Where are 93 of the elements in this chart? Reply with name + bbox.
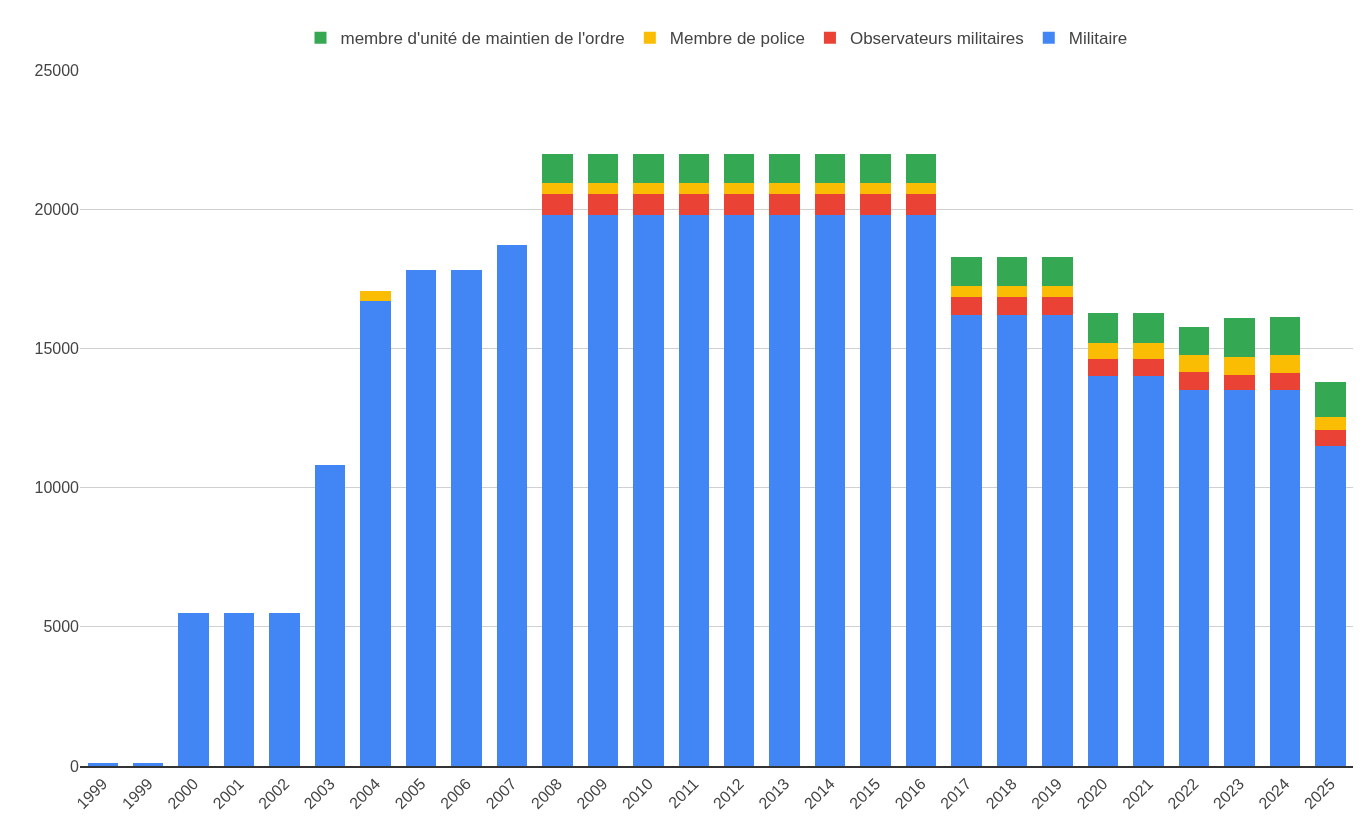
bar: [860, 182, 891, 194]
bar: [769, 193, 800, 215]
bar: [223, 612, 255, 766]
bar: [132, 763, 164, 766]
bar: [678, 193, 709, 215]
bar: [587, 193, 619, 215]
bar: [1315, 429, 1346, 446]
bar: [1042, 314, 1073, 766]
bar: [1178, 326, 1210, 355]
bar: [314, 465, 346, 766]
bar: [814, 214, 846, 766]
bar: [860, 214, 891, 766]
y-tick-label: 0: [70, 757, 80, 775]
bar: [769, 182, 800, 194]
bar: [1133, 312, 1164, 343]
bar: [996, 296, 1028, 315]
legend-label: Membre de police: [669, 29, 805, 49]
bar: [360, 291, 391, 302]
bar: [633, 182, 664, 194]
bar: [769, 153, 800, 183]
bar: [1087, 376, 1119, 766]
bar: [905, 214, 937, 766]
bar: [1315, 417, 1346, 430]
bar: [1133, 342, 1164, 359]
bar: [542, 193, 573, 215]
bar: [814, 153, 846, 183]
bar: [1042, 296, 1073, 315]
bar: [269, 612, 300, 766]
bar: [542, 153, 573, 183]
legend-label: membre d'unité de maintien de l'ordre: [340, 29, 625, 49]
bar: [1133, 358, 1164, 377]
bar: [1042, 285, 1073, 297]
bar: [1224, 390, 1255, 766]
y-tick-label: 10000: [34, 479, 80, 497]
bar: [724, 214, 755, 766]
y-tick-label: 20000: [34, 200, 80, 218]
y-tick-label: 5000: [43, 618, 80, 636]
y-tick-label: 25000: [34, 61, 80, 79]
bar: [587, 153, 619, 183]
bar: [996, 256, 1028, 286]
bar: [860, 153, 891, 183]
bar: [360, 301, 391, 766]
bar: [1315, 382, 1346, 418]
bar: [1042, 256, 1073, 286]
y-tick-label: 15000: [34, 340, 80, 357]
bar: [451, 270, 482, 766]
bar: [905, 193, 937, 215]
bar: [678, 153, 709, 183]
bar: [1269, 355, 1301, 373]
bar: [87, 763, 118, 766]
bar: [724, 153, 755, 183]
bar: [769, 214, 800, 766]
bar: [587, 182, 619, 194]
bar: [1133, 376, 1164, 766]
bar: [1087, 358, 1119, 377]
bar: [1224, 318, 1255, 358]
bar: [1315, 445, 1346, 766]
bar: [542, 214, 573, 766]
bar: [633, 193, 664, 215]
bar: [678, 182, 709, 194]
bar: [1269, 372, 1301, 391]
bar: [905, 182, 937, 194]
bar: [951, 296, 982, 315]
bar: [405, 270, 437, 766]
bar: [587, 214, 619, 766]
bar: [1178, 372, 1210, 391]
bar: [951, 314, 982, 766]
bar: [814, 193, 846, 215]
legend-label: Observateurs militaires: [849, 29, 1024, 49]
bar: [996, 314, 1028, 766]
bar: [724, 193, 755, 215]
legend-label: Militaire: [1068, 29, 1128, 49]
bar: [1178, 390, 1210, 766]
bar: [724, 182, 755, 194]
bar: [996, 285, 1028, 297]
bar: [905, 153, 937, 183]
bar: [860, 193, 891, 215]
bar: [1224, 374, 1255, 391]
bar: [1224, 357, 1255, 375]
bar: [1269, 316, 1301, 356]
bar: [1087, 342, 1119, 359]
bar: [1178, 354, 1210, 373]
bar: [678, 214, 709, 766]
bar: [951, 285, 982, 297]
bar: [178, 612, 209, 766]
bar: [951, 256, 982, 286]
bar: [633, 153, 664, 183]
bar: [496, 245, 528, 766]
bar: [633, 214, 664, 766]
bar: [542, 182, 573, 194]
bar: [1269, 390, 1301, 766]
bar: [1087, 312, 1119, 343]
bar: [814, 182, 846, 194]
